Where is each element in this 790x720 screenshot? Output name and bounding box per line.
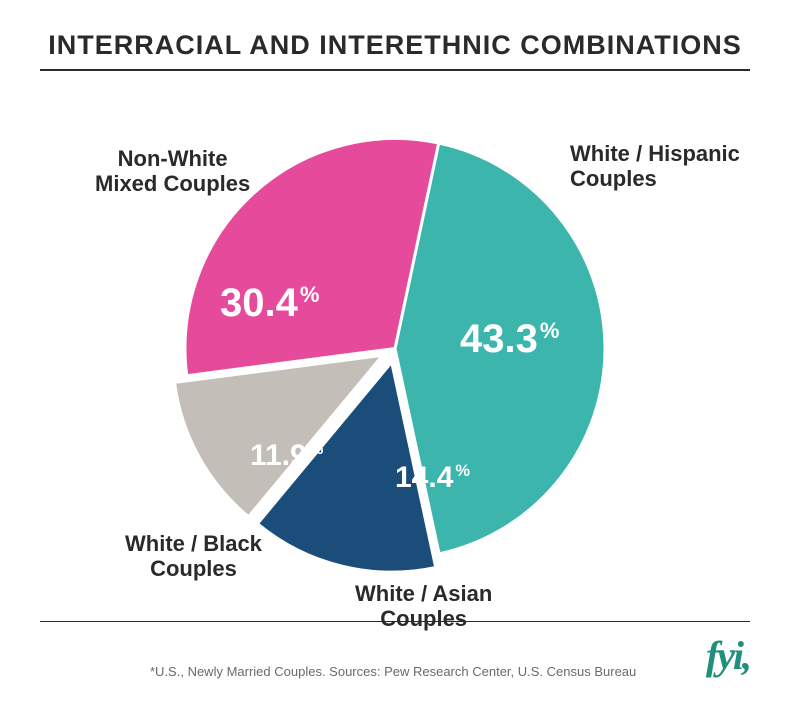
slice-value-label: 43.3% (460, 317, 559, 362)
pie-chart-area: White / HispanicCouples43.3%White / Asia… (40, 81, 750, 621)
slice-value-label: 30.4% (220, 281, 319, 326)
fyi-logo-comma: , (742, 633, 750, 678)
slice-value-label: 14.4% (395, 461, 470, 495)
fyi-logo: fyi, (706, 632, 750, 679)
fyi-logo-text: fyi (706, 633, 742, 678)
slice-category-label: White / AsianCouples (355, 581, 492, 632)
slice-category-label: Non-WhiteMixed Couples (95, 146, 250, 197)
footer-source-text: *U.S., Newly Married Couples. Sources: P… (150, 664, 636, 679)
slice-category-label: White / BlackCouples (125, 531, 262, 582)
slice-category-label: White / HispanicCouples (570, 141, 740, 192)
chart-title: INTERRACIAL AND INTERETHNIC COMBINATIONS (40, 30, 750, 71)
slice-value-label: 11.9% (250, 439, 323, 473)
